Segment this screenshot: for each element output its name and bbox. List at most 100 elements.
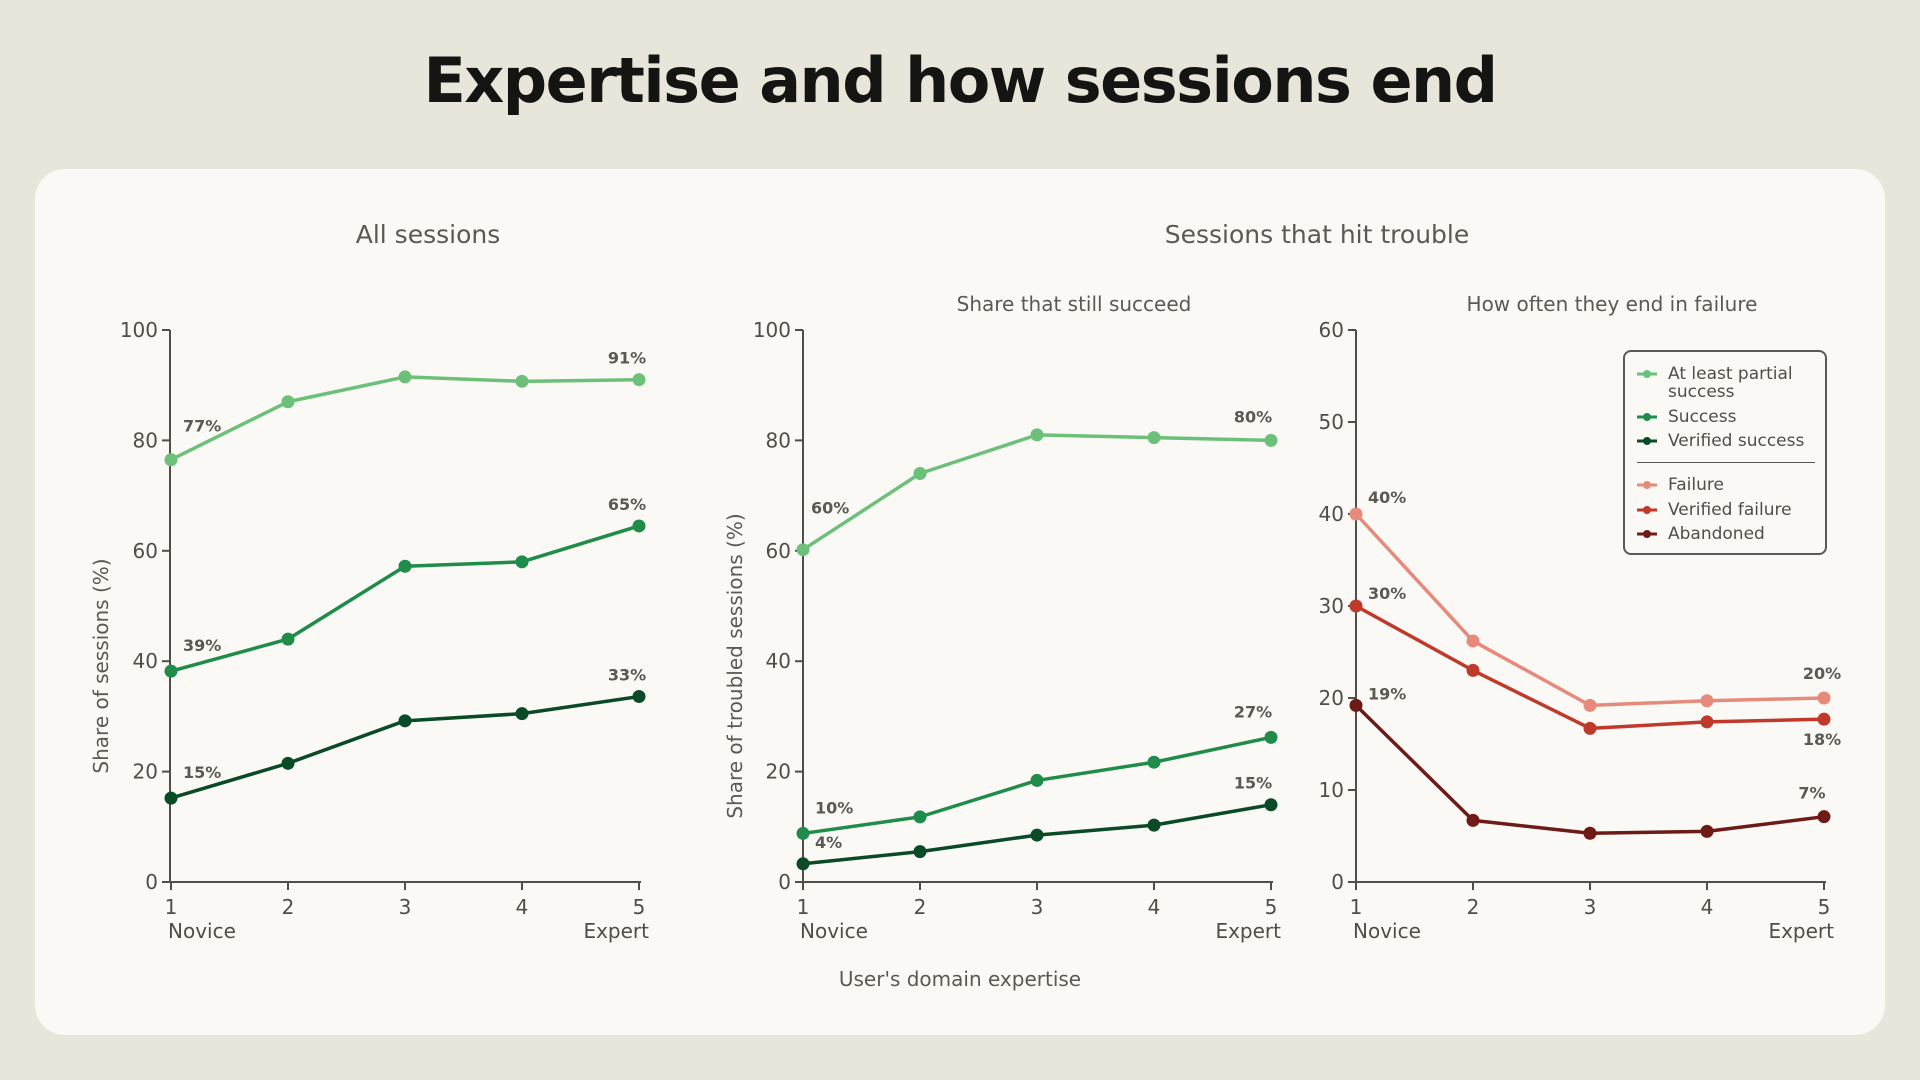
data-point [1147,431,1161,445]
y-tick-label: 60 [133,539,158,563]
x-tick-label: 5 [1818,895,1831,919]
legend-key-icon [1637,370,1657,378]
data-point [1583,826,1597,840]
x-tick-label: 4 [516,895,529,919]
y-tick-label: 100 [753,318,791,342]
data-label: 19% [1368,684,1406,703]
y-tick-label: 80 [766,428,791,452]
data-label: 65% [608,495,646,514]
y-tick-label: 40 [133,649,158,673]
x-tick-label: 5 [633,895,646,919]
data-point [1147,755,1161,769]
data-label: 30% [1368,584,1406,603]
data-point [1817,712,1831,726]
data-point [632,519,646,533]
data-label: 15% [183,763,221,782]
data-label: 15% [1234,774,1272,793]
data-point [1264,798,1278,812]
y-tick-label: 60 [1319,318,1344,342]
y-tick-label: 20 [1319,686,1344,710]
x-tick-label: 2 [282,895,295,919]
legend-label: Abandoned [1668,524,1765,544]
data-label: 10% [815,798,853,817]
y-tick-label: 100 [120,318,158,342]
x-tick-label: 4 [1148,895,1161,919]
data-point [1349,599,1363,613]
data-label: 33% [608,666,646,685]
legend-label: Verified failure [1668,500,1792,520]
data-point [164,791,178,805]
data-point [1817,810,1831,824]
data-point [632,690,646,704]
y-axis-label: Share of troubled sessions (%) [723,513,747,818]
x-tick-label: 2 [914,895,927,919]
data-point [1466,663,1480,677]
data-point [281,395,295,409]
x-tick-label: 3 [1584,895,1597,919]
data-point [515,374,529,388]
x-tick-label: 3 [399,895,412,919]
series-line [169,524,641,673]
x-tick-label: 1 [165,895,178,919]
y-tick-label: 0 [145,870,158,894]
data-label: 39% [183,636,221,655]
data-point [398,714,412,728]
data-label: 77% [183,417,221,436]
x-end-label-expert: Expert [583,919,649,943]
data-point [281,632,295,646]
x-tick-label: 4 [1701,895,1714,919]
data-label: 91% [608,349,646,368]
data-point [1700,715,1714,729]
data-point [1817,691,1831,705]
data-point [1583,721,1597,735]
legend-divider [1637,462,1815,463]
data-point [164,664,178,678]
legend-key-icon [1637,437,1657,445]
x-tick-label: 2 [1467,895,1480,919]
y-tick-label: 40 [766,649,791,673]
x-tick-label: 1 [797,895,810,919]
data-point [796,543,810,557]
y-tick-label: 20 [133,760,158,784]
x-tick-label: 1 [1350,895,1363,919]
data-point [281,756,295,770]
legend-key-icon [1637,413,1657,421]
data-point [1264,730,1278,744]
data-point [515,555,529,569]
data-point [1349,698,1363,712]
data-point [1030,773,1044,787]
data-label: 27% [1234,702,1272,721]
legend-key-icon [1637,506,1657,514]
x-end-label-expert: Expert [1215,919,1281,943]
y-tick-label: 20 [766,760,791,784]
x-axis-title: User's domain expertise [838,967,1082,991]
data-point [1583,698,1597,712]
legend-key-icon [1637,481,1657,489]
data-point [632,373,646,387]
data-label: 18% [1803,730,1841,749]
y-tick-label: 30 [1319,594,1344,618]
x-end-label-expert: Expert [1768,919,1834,943]
data-point [913,467,927,481]
y-tick-label: 0 [1331,870,1344,894]
data-point [1700,824,1714,838]
legend-label: Verified success [1668,431,1805,451]
data-label: 60% [811,499,849,518]
x-tick-label: 3 [1031,895,1044,919]
data-label: 40% [1368,488,1406,507]
series-line [169,375,641,462]
x-end-label-novice: Novice [168,919,236,943]
data-label: 4% [815,833,842,852]
data-point [164,453,178,467]
legend: At least partial success Success Verifie… [1623,350,1827,555]
data-point [913,810,927,824]
subchart-title-succeed: Share that still succeed [956,292,1192,316]
data-point [1466,634,1480,648]
y-axis-label: Share of sessions (%) [89,558,113,773]
data-point [1700,694,1714,708]
data-point [796,826,810,840]
data-point [1030,828,1044,842]
data-point [1466,813,1480,827]
data-point [913,845,927,859]
